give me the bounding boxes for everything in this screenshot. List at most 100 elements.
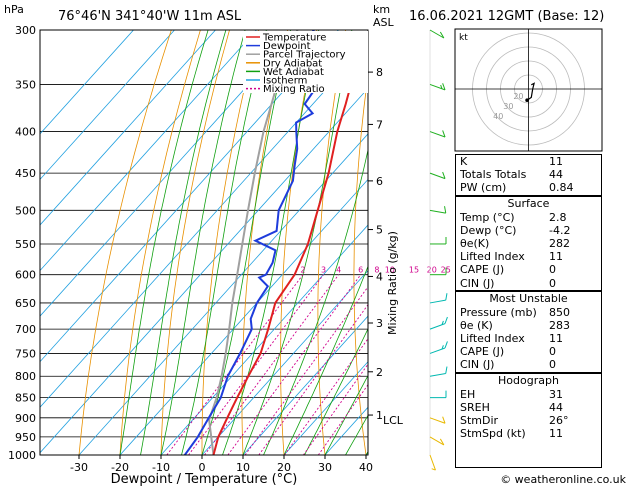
pressure-tick-label: 450	[15, 167, 36, 180]
mixing-ratio-label: 2	[300, 266, 305, 275]
wind-barb	[429, 316, 448, 330]
surface-label: CAPE (J)	[460, 263, 505, 277]
copyright: © weatheronline.co.uk	[500, 473, 626, 486]
surface-value: 0	[549, 263, 556, 277]
hodograph-param-value: 11	[549, 427, 563, 441]
wet-adiabat-line	[242, 30, 353, 455]
pressure-tick-label: 350	[15, 78, 36, 91]
most-unstable-value: 850	[549, 305, 570, 319]
most-unstable-label: Lifted Index	[460, 332, 525, 346]
wind-barb-feather	[441, 345, 444, 350]
surface-value: 0	[549, 276, 556, 290]
isotherm-line	[78, 133, 368, 455]
mixing-ratio-axis-label: Mixing Ratio (g/kg)	[386, 231, 399, 335]
hodograph-ring-label: 40	[493, 112, 503, 121]
x-tick-label: -30	[70, 461, 88, 474]
surface-value: 11	[549, 250, 563, 264]
legend-box	[243, 31, 368, 93]
isotherm-line	[201, 269, 368, 455]
most-unstable-label: CIN (J)	[460, 358, 495, 372]
mixing-ratio-label: 10	[385, 266, 395, 275]
wind-barb	[429, 293, 448, 304]
pressure-tick-label: 900	[15, 412, 36, 425]
wind-barb	[429, 416, 446, 424]
legend-entry: Dewpoint	[263, 41, 311, 52]
x-tick-label: -10	[152, 461, 170, 474]
surface-value: 282	[549, 236, 570, 250]
wind-barb	[429, 29, 445, 39]
x-tick-label: 10	[236, 461, 250, 474]
wind-barb-staff	[429, 299, 446, 304]
hodograph-ring-label: 20	[513, 92, 523, 101]
index-value: 0.84	[549, 181, 574, 195]
most-unstable-label: θe (K)	[460, 318, 493, 332]
hodograph-param-label: StmSpd (kt)	[460, 427, 526, 441]
mixing-ratio-line	[188, 274, 324, 455]
wet-adiabat-line	[181, 30, 267, 455]
mixing-ratio-label: 20	[427, 266, 437, 275]
surface-row: CIN (J) 0	[456, 277, 601, 290]
wind-barb	[430, 390, 447, 399]
surface-label: θe(K)	[460, 236, 490, 250]
wind-barb-staff	[429, 131, 446, 138]
height-km-label: 7	[376, 118, 383, 131]
most-unstable-row: CIN (J) 0	[456, 358, 601, 371]
most-unstable-label: Pressure (mb)	[460, 305, 537, 319]
dry-adiabat-line	[119, 30, 201, 455]
index-value: 44	[549, 168, 563, 182]
mixing-ratio-line	[317, 383, 368, 455]
pressure-tick-label: 500	[15, 204, 36, 217]
wind-barb-feather	[442, 416, 446, 424]
mixing-ratio-line	[302, 363, 368, 455]
parcel-trajectory-line	[208, 30, 299, 455]
pressure-unit: hPa	[4, 3, 24, 16]
hodograph-title: Hodograph	[456, 372, 601, 388]
hodograph-param-label: StmDir	[460, 414, 499, 427]
height-km-label: 8	[376, 66, 383, 79]
pressure-tick-label: 750	[15, 347, 36, 360]
wind-barb	[429, 436, 445, 446]
wet-adiabat-line	[140, 30, 227, 455]
mixing-ratio-label: 15	[409, 266, 419, 275]
pressure-tick-label: 650	[15, 297, 36, 310]
indices-panel: K 11 Totals Totals 44 PW (cm) 0.84 Surface Te…	[455, 154, 602, 468]
most-unstable-label: CAPE (J)	[460, 345, 505, 359]
index-label: Totals Totals	[460, 168, 527, 182]
height-km-label: 1	[376, 409, 383, 422]
hodograph-param-value: 26°	[549, 414, 569, 427]
hodograph-param-row: EH 31	[456, 388, 601, 401]
wind-barb-feather	[444, 341, 448, 349]
wind-barb	[429, 171, 446, 180]
wind-barb-staff	[429, 372, 446, 377]
wind-barb-feather	[441, 320, 444, 325]
hodograph-param-row: StmDir 26°	[456, 414, 601, 427]
most-unstable-value: 0	[549, 358, 556, 372]
most-unstable-value: 283	[549, 318, 570, 332]
wind-barb-staff	[429, 172, 446, 180]
hodograph-param-row: SREH 44	[456, 401, 601, 414]
wind-barb	[429, 366, 448, 377]
wind-barb	[429, 130, 446, 138]
hodograph-param-row: StmSpd (kt) 11	[456, 427, 601, 440]
wind-barb-staff	[429, 29, 445, 39]
hodograph-unit-label: kt	[459, 33, 468, 43]
wind-barb-feather	[439, 31, 445, 39]
hodograph-param-value: 44	[549, 400, 563, 414]
pressure-tick-label: 600	[15, 269, 36, 282]
lcl-label: LCL	[383, 414, 404, 427]
wet-adiabat-line	[222, 30, 319, 455]
wind-barb-staff	[429, 83, 446, 91]
legend-entry: Dry Adiabat	[263, 58, 322, 69]
wind-barbs	[429, 29, 448, 471]
index-row: Totals Totals 44	[456, 168, 601, 181]
isotherm-line	[119, 178, 368, 455]
surface-title: Surface	[456, 195, 601, 211]
x-tick-label: -20	[111, 461, 129, 474]
hodograph-storm-marker	[525, 98, 529, 102]
mixing-ratio-line	[244, 286, 368, 455]
isotherm-line	[40, 30, 298, 317]
wind-barb	[429, 341, 448, 354]
surface-section: Surface Temp (°C) 2.8 Dewp (°C) -4.2 θe(K) 28…	[456, 194, 601, 290]
location: 76°46'N 341°40'W 11m ASL	[58, 9, 242, 24]
